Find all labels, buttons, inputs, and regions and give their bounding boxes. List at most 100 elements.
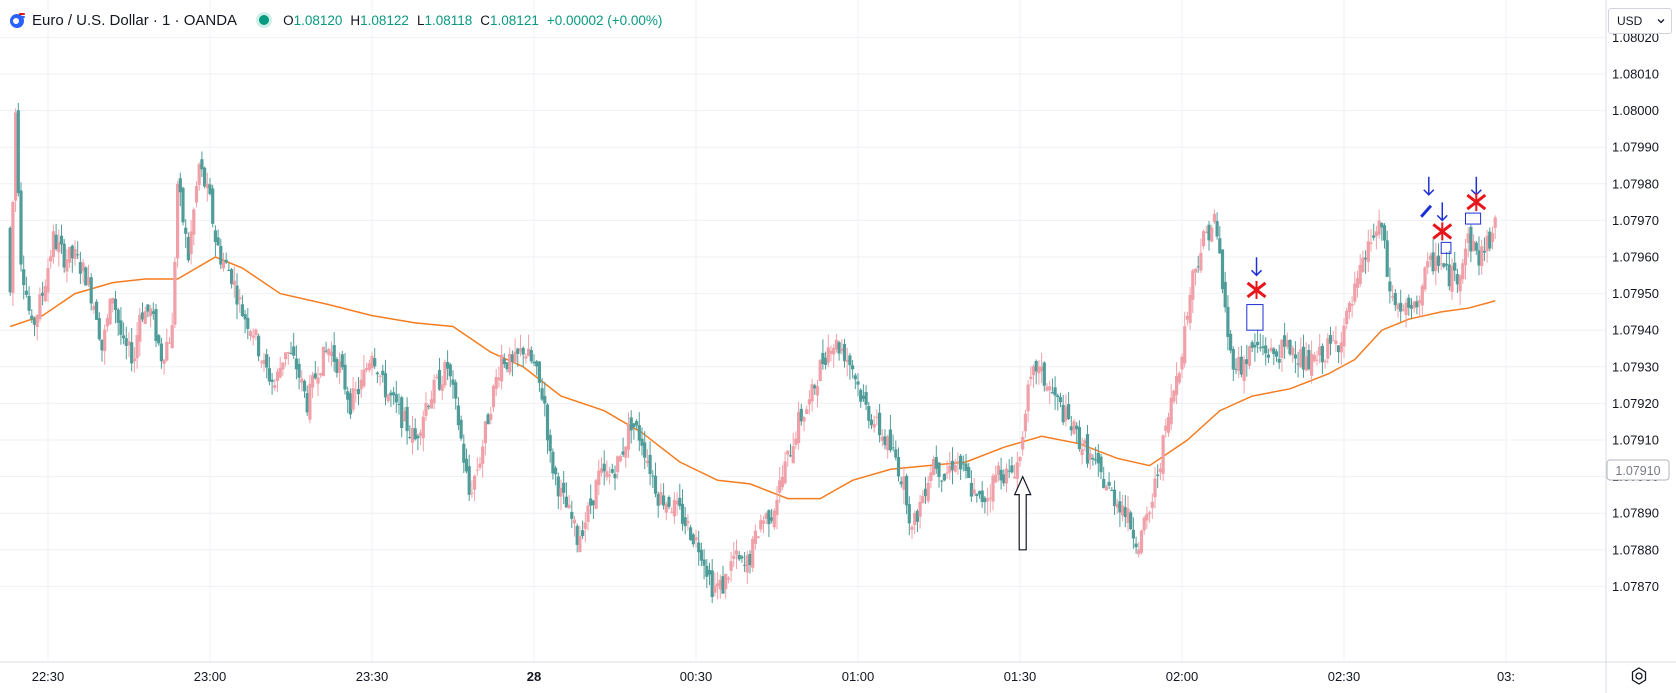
- candle-body: [311, 375, 315, 388]
- candle-up: [567, 495, 571, 510]
- candle-body: [783, 461, 787, 484]
- candle-body: [1177, 373, 1181, 383]
- currency-button[interactable]: USD: [1608, 8, 1672, 34]
- candle-up: [86, 264, 91, 288]
- candle-body: [473, 475, 477, 490]
- candle-down: [556, 472, 560, 509]
- candle-up: [1269, 338, 1273, 353]
- rectangle-drawing[interactable]: [1440, 241, 1452, 254]
- candle-body: [848, 355, 852, 366]
- candle-up: [1291, 345, 1295, 363]
- up-arrow-annotation-icon[interactable]: [1013, 475, 1032, 551]
- candle-body: [1134, 543, 1138, 548]
- candle-body: [1080, 449, 1084, 456]
- candle-down: [878, 403, 882, 443]
- down-arrow-drawing[interactable]: [1423, 176, 1435, 196]
- candle-body: [856, 381, 860, 385]
- candle-down: [95, 299, 99, 320]
- candle-body: [1253, 344, 1257, 348]
- down-arrow-drawing[interactable]: [1250, 257, 1263, 277]
- candle-up: [875, 409, 879, 426]
- candle-down: [705, 559, 709, 589]
- candle-up: [1304, 342, 1308, 372]
- candle-body: [51, 231, 55, 258]
- candle-up: [732, 541, 736, 567]
- candle-up: [1396, 302, 1400, 318]
- rectangle-drawing[interactable]: [1465, 212, 1482, 225]
- drawing-annotations[interactable]: [1013, 176, 1487, 551]
- candle-body: [1447, 264, 1451, 287]
- candle-down: [340, 350, 344, 370]
- settings-gear-icon[interactable]: [1629, 666, 1649, 686]
- candle-up: [686, 514, 690, 531]
- candle-up: [716, 571, 720, 600]
- candle-down: [1234, 358, 1238, 375]
- candle-body: [1164, 425, 1168, 431]
- candle-body: [1293, 354, 1297, 359]
- candle-up: [929, 465, 933, 489]
- candle-down: [157, 333, 161, 346]
- chevron-down-icon: [1657, 19, 1665, 24]
- candle-up: [1439, 253, 1443, 271]
- cross-marker[interactable]: [1466, 193, 1487, 212]
- candle-body: [513, 351, 517, 363]
- time-tick-label: 01:30: [1004, 669, 1037, 684]
- down-arrow-drawing[interactable]: [1470, 176, 1482, 196]
- candle-up: [645, 449, 649, 468]
- candle-body: [710, 570, 714, 598]
- candle-body: [1034, 361, 1038, 372]
- time-axis[interactable]: 22:30 23:00 23:30 28 00:30 01:00 01:30 02:00 02:…: [32, 669, 1515, 684]
- candle-down: [1320, 343, 1324, 375]
- candle-up: [618, 454, 622, 463]
- candle-body: [500, 354, 504, 382]
- candle-down: [346, 386, 350, 414]
- trend-line-drawing[interactable]: [1420, 204, 1433, 218]
- candle-body: [159, 343, 163, 362]
- candle-body: [651, 475, 655, 477]
- cross-marker[interactable]: [1432, 222, 1453, 241]
- down-arrow-drawing[interactable]: [1436, 202, 1448, 222]
- candle-body: [1407, 297, 1411, 308]
- candle-down: [1455, 268, 1459, 293]
- candle-down: [159, 337, 163, 369]
- candle-body: [184, 227, 188, 234]
- candle-body: [27, 296, 31, 311]
- candle-body: [324, 350, 328, 352]
- candle-up: [1374, 225, 1378, 250]
- candle-body: [1353, 283, 1357, 302]
- candle-down: [1409, 298, 1414, 319]
- candle-body: [1409, 304, 1414, 309]
- candle-body: [400, 397, 404, 428]
- candle-body: [22, 269, 26, 286]
- candle-body: [205, 183, 209, 189]
- candle-body: [737, 554, 741, 560]
- candle-down: [224, 252, 228, 264]
- candle-up: [1428, 252, 1432, 267]
- candle-up: [1461, 258, 1465, 284]
- candle-down: [332, 332, 336, 372]
- candle-down: [1096, 444, 1100, 477]
- symbol-title[interactable]: Euro / U.S. Dollar · 1 · OANDA: [32, 11, 238, 29]
- candle-up: [513, 338, 517, 364]
- price-axis[interactable]: 1.080201.080101.080001.079901.079801.079…: [1612, 30, 1659, 594]
- candle-up: [275, 368, 280, 392]
- candle-down: [961, 455, 965, 472]
- candle-body: [726, 577, 730, 580]
- candle-down: [27, 286, 31, 315]
- candle-body: [1274, 351, 1279, 357]
- cross-marker[interactable]: [1246, 280, 1267, 299]
- candle-up: [797, 401, 801, 450]
- candle-up: [586, 501, 590, 531]
- candle-body: [562, 482, 566, 493]
- legend-header: Euro / U.S. Dollar · 1 · OANDA O1.08120 …: [8, 8, 670, 32]
- high-value: H1.08122: [350, 13, 409, 28]
- candle-down: [230, 267, 234, 289]
- rectangle-drawing[interactable]: [1246, 304, 1264, 331]
- candle-body: [1323, 360, 1327, 363]
- candle-down: [446, 350, 450, 380]
- candle-body: [624, 446, 628, 458]
- candle-body: [1245, 359, 1249, 365]
- candle-down: [1050, 378, 1054, 394]
- candle-body: [1172, 390, 1176, 402]
